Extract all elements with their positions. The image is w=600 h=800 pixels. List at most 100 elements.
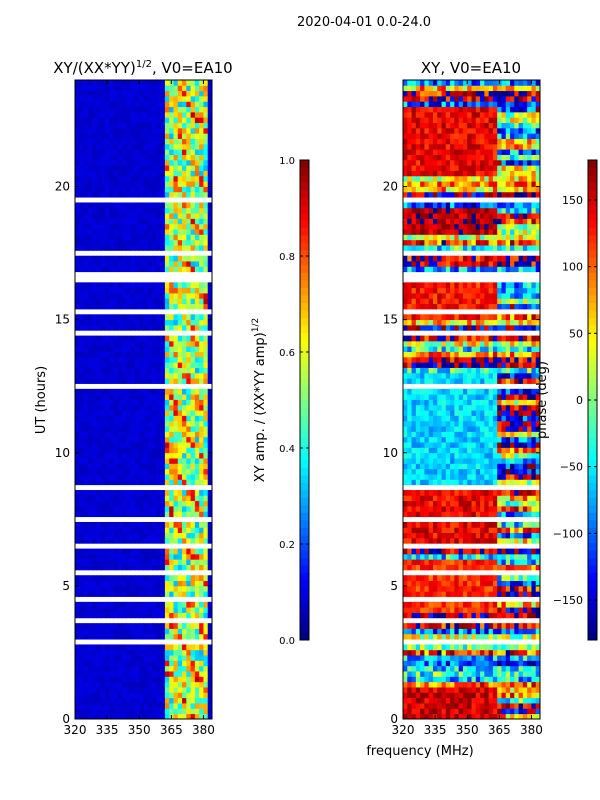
heatmap-cell: [83, 351, 89, 358]
heatmap-cell: [83, 404, 89, 411]
heatmap-cell: [83, 340, 89, 347]
heatmap-cell: [104, 633, 110, 640]
heatmap-cell: [104, 553, 110, 560]
heatmap-cell: [156, 234, 162, 241]
heatmap-cell: [467, 687, 472, 693]
heatmap-cell: [139, 181, 144, 187]
heatmap-cell: [199, 314, 204, 321]
heatmap-cell: [492, 623, 498, 629]
heatmap-cell: [199, 527, 204, 534]
heatmap-cell: [207, 255, 213, 262]
heatmap-cell: [194, 293, 200, 299]
heatmap-cell: [152, 138, 157, 145]
heatmap-cell: [462, 697, 468, 704]
heatmap-cell: [190, 80, 196, 86]
heatmap-cell: [407, 490, 412, 496]
heatmap-cell: [134, 436, 140, 443]
heatmap-cell: [420, 601, 425, 608]
heatmap-cell: [100, 676, 106, 683]
heatmap-cell: [441, 442, 447, 448]
heatmap-cell: [173, 649, 179, 656]
heatmap-cell: [471, 458, 477, 464]
heatmap-cell: [122, 255, 127, 262]
heatmap-cell: [186, 218, 191, 225]
heatmap-cell: [501, 580, 507, 587]
heatmap-cell: [194, 479, 200, 486]
heatmap-cell: [92, 644, 97, 651]
heatmap-cell: [126, 319, 132, 326]
heatmap-cell: [143, 415, 149, 422]
heatmap-cell: [169, 426, 174, 432]
heatmap-cell: [454, 649, 460, 656]
heatmap-cell: [182, 186, 187, 193]
heatmap-cell: [194, 303, 200, 310]
heatmap-cell: [169, 591, 174, 597]
heatmap-cell: [454, 463, 460, 470]
heatmap-cell: [126, 436, 132, 443]
heatmap-cell: [475, 452, 481, 459]
heatmap-cell: [428, 601, 434, 608]
heatmap-cell: [207, 319, 213, 326]
heatmap-cell: [134, 708, 140, 715]
heatmap-cell: [471, 676, 477, 683]
heatmap-cell: [403, 628, 408, 635]
colorbar-cell: [300, 535, 309, 543]
heatmap-cell: [87, 575, 93, 581]
heatmap-cell: [510, 681, 515, 688]
heatmap-cell: [475, 553, 481, 560]
heatmap-cell: [454, 506, 460, 512]
heatmap-cell: [160, 101, 166, 108]
heatmap-cell: [415, 463, 421, 470]
heatmap-cell: [130, 95, 136, 102]
heatmap-cell: [92, 415, 97, 422]
heatmap-cell: [480, 585, 485, 592]
heatmap-cell: [109, 500, 114, 507]
heatmap-cell: [100, 436, 106, 443]
heatmap-cell: [109, 463, 114, 470]
heatmap-cell: [122, 95, 127, 102]
heatmap-cell: [514, 660, 519, 667]
heatmap-cell: [117, 420, 123, 427]
heatmap-cell: [199, 708, 204, 715]
heatmap-cell: [87, 394, 93, 400]
heatmap-cell: [79, 303, 84, 310]
heatmap-cell: [535, 575, 541, 581]
heatmap-cell: [139, 266, 144, 273]
heatmap-cell: [143, 106, 149, 113]
heatmap-cell: [497, 697, 502, 704]
heatmap-cell: [403, 452, 408, 459]
heatmap-cell: [139, 127, 144, 134]
heatmap-cell: [92, 671, 97, 677]
heatmap-cell: [169, 479, 174, 486]
heatmap-cell: [134, 245, 140, 251]
heatmap-cell: [109, 255, 114, 262]
heatmap-cell: [199, 521, 204, 528]
heatmap-cell: [79, 346, 84, 352]
heatmap-cell: [134, 676, 140, 683]
heatmap-cell: [475, 490, 481, 496]
heatmap-cell: [441, 623, 447, 629]
heatmap-cell: [130, 633, 136, 640]
heatmap-cell: [194, 213, 200, 219]
heatmap-cell: [527, 553, 532, 560]
heatmap-cell: [203, 378, 209, 384]
colorbar-cell: [300, 317, 309, 326]
heatmap-cell: [194, 346, 200, 352]
heatmap-cell: [173, 490, 179, 496]
heatmap-cell: [75, 170, 80, 177]
heatmap-cell: [535, 458, 541, 464]
heatmap-cell: [126, 687, 132, 693]
heatmap-cell: [113, 649, 119, 656]
heatmap-cell: [139, 170, 144, 177]
heatmap-cell: [182, 234, 187, 241]
heatmap-cell: [450, 697, 455, 704]
heatmap-cell: [130, 85, 136, 92]
heatmap-cell: [156, 410, 162, 416]
heatmap-cell: [432, 553, 438, 560]
heatmap-cell: [109, 697, 114, 704]
heatmap-cell: [505, 660, 511, 667]
heatmap-cell: [87, 447, 93, 454]
heatmap-cell: [182, 671, 187, 677]
heatmap-cell: [92, 495, 97, 502]
heatmap-cell: [139, 255, 144, 262]
